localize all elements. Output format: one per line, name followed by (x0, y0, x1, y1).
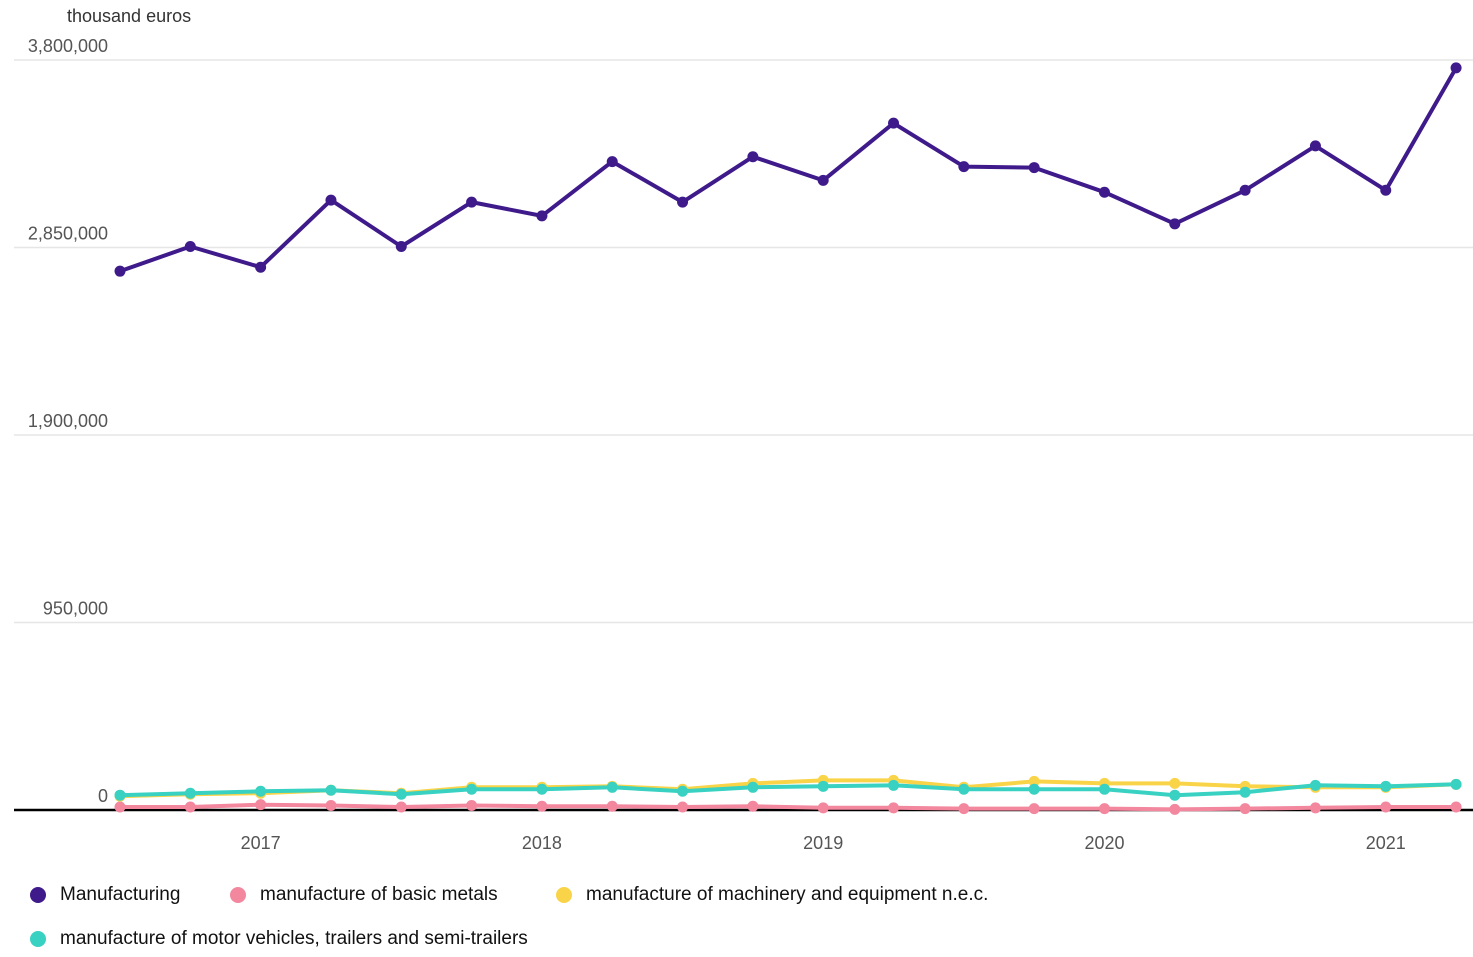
data-point[interactable] (325, 194, 337, 206)
legend-item[interactable]: manufacture of basic metals (230, 884, 498, 906)
data-point[interactable] (184, 787, 196, 799)
legend-item[interactable]: manufacture of motor vehicles, trailers … (30, 928, 528, 950)
data-point[interactable] (888, 802, 900, 814)
legend-dot-icon (30, 931, 46, 947)
data-point[interactable] (606, 800, 618, 812)
data-point[interactable] (255, 261, 267, 273)
data-point[interactable] (606, 156, 618, 168)
data-point[interactable] (184, 241, 196, 253)
data-point[interactable] (747, 781, 759, 793)
data-point[interactable] (184, 801, 196, 813)
legend-item[interactable]: Manufacturing (30, 884, 180, 906)
data-point[interactable] (1380, 801, 1392, 813)
data-point[interactable] (1450, 62, 1462, 74)
data-point[interactable] (395, 801, 407, 813)
data-point[interactable] (114, 789, 126, 801)
data-point[interactable] (466, 783, 478, 795)
y-tick-label: 0 (98, 786, 108, 806)
data-point[interactable] (817, 174, 829, 186)
data-point[interactable] (747, 800, 759, 812)
data-point[interactable] (1098, 186, 1110, 198)
data-point[interactable] (1380, 780, 1392, 792)
data-point[interactable] (255, 799, 267, 811)
data-point[interactable] (1028, 783, 1040, 795)
series-3 (114, 778, 1462, 801)
data-point[interactable] (1239, 786, 1251, 798)
data-point[interactable] (1028, 803, 1040, 815)
data-point[interactable] (1169, 803, 1181, 815)
data-point[interactable] (1169, 789, 1181, 801)
series-0 (114, 62, 1462, 277)
legend-dot-icon (30, 887, 46, 903)
data-point[interactable] (1169, 777, 1181, 789)
x-tick-label: 2019 (803, 833, 843, 853)
series-1 (114, 799, 1462, 815)
x-tick-label: 2018 (522, 833, 562, 853)
data-point[interactable] (888, 779, 900, 791)
data-point[interactable] (1450, 778, 1462, 790)
data-point[interactable] (114, 265, 126, 277)
data-point[interactable] (466, 196, 478, 208)
data-point[interactable] (1028, 775, 1040, 787)
data-point[interactable] (677, 801, 689, 813)
data-point[interactable] (325, 799, 337, 811)
data-point[interactable] (1309, 802, 1321, 814)
x-axis-ticks: 2017 2018 2019 2020 2021 (241, 833, 1406, 853)
y-axis-unit-label: thousand euros (67, 6, 192, 26)
data-point[interactable] (1450, 801, 1462, 813)
series-line (119, 66, 1458, 274)
data-point[interactable] (1028, 162, 1040, 174)
data-point[interactable] (1098, 803, 1110, 815)
series-line (120, 802, 1457, 812)
data-point[interactable] (1098, 783, 1110, 795)
line-chart: 0 950,000 1,900,000 2,850,000 3,800,000 2017… (14, 36, 1473, 853)
legend-item[interactable]: manufacture of machinery and equipment n… (556, 884, 988, 906)
data-point[interactable] (1169, 218, 1181, 230)
legend-label: manufacture of basic metals (260, 884, 498, 905)
x-tick-label: 2017 (241, 833, 281, 853)
data-point[interactable] (1309, 779, 1321, 791)
data-point[interactable] (958, 783, 970, 795)
data-point[interactable] (677, 196, 689, 208)
legend-label: manufacture of machinery and equipment n… (586, 884, 989, 905)
data-point[interactable] (395, 241, 407, 253)
data-point[interactable] (1239, 803, 1251, 815)
data-point[interactable] (677, 785, 689, 797)
y-tick-label: 1,900,000 (28, 411, 108, 431)
series-line (119, 782, 1457, 798)
data-point[interactable] (747, 151, 759, 163)
y-tick-label: 950,000 (43, 599, 108, 619)
data-point[interactable] (888, 117, 900, 129)
gridlines (14, 59, 1473, 812)
data-point[interactable] (536, 783, 548, 795)
data-point[interactable] (1239, 184, 1251, 196)
y-tick-label: 3,800,000 (28, 36, 108, 56)
data-point[interactable] (958, 803, 970, 815)
data-point[interactable] (395, 788, 407, 800)
x-tick-label: 2020 (1084, 833, 1124, 853)
data-point[interactable] (255, 785, 267, 797)
y-axis-ticks: 0 950,000 1,900,000 2,850,000 3,800,000 (28, 36, 108, 806)
data-point[interactable] (817, 802, 829, 814)
data-point[interactable] (536, 800, 548, 812)
data-point[interactable] (958, 161, 970, 173)
x-tick-label: 2021 (1366, 833, 1406, 853)
data-point[interactable] (536, 210, 548, 222)
y-tick-label: 2,850,000 (28, 224, 108, 244)
legend-label: Manufacturing (60, 884, 181, 905)
data-point[interactable] (1380, 184, 1392, 196)
data-point[interactable] (1309, 140, 1321, 152)
data-point[interactable] (325, 784, 337, 796)
legend-dot-icon (230, 887, 246, 903)
legend-label: manufacture of motor vehicles, trailers … (60, 928, 528, 949)
data-point[interactable] (817, 780, 829, 792)
data-point[interactable] (606, 781, 618, 793)
series-layer (114, 62, 1462, 815)
data-point[interactable] (114, 801, 126, 813)
legend-dot-icon (556, 887, 572, 903)
data-point[interactable] (466, 799, 478, 811)
